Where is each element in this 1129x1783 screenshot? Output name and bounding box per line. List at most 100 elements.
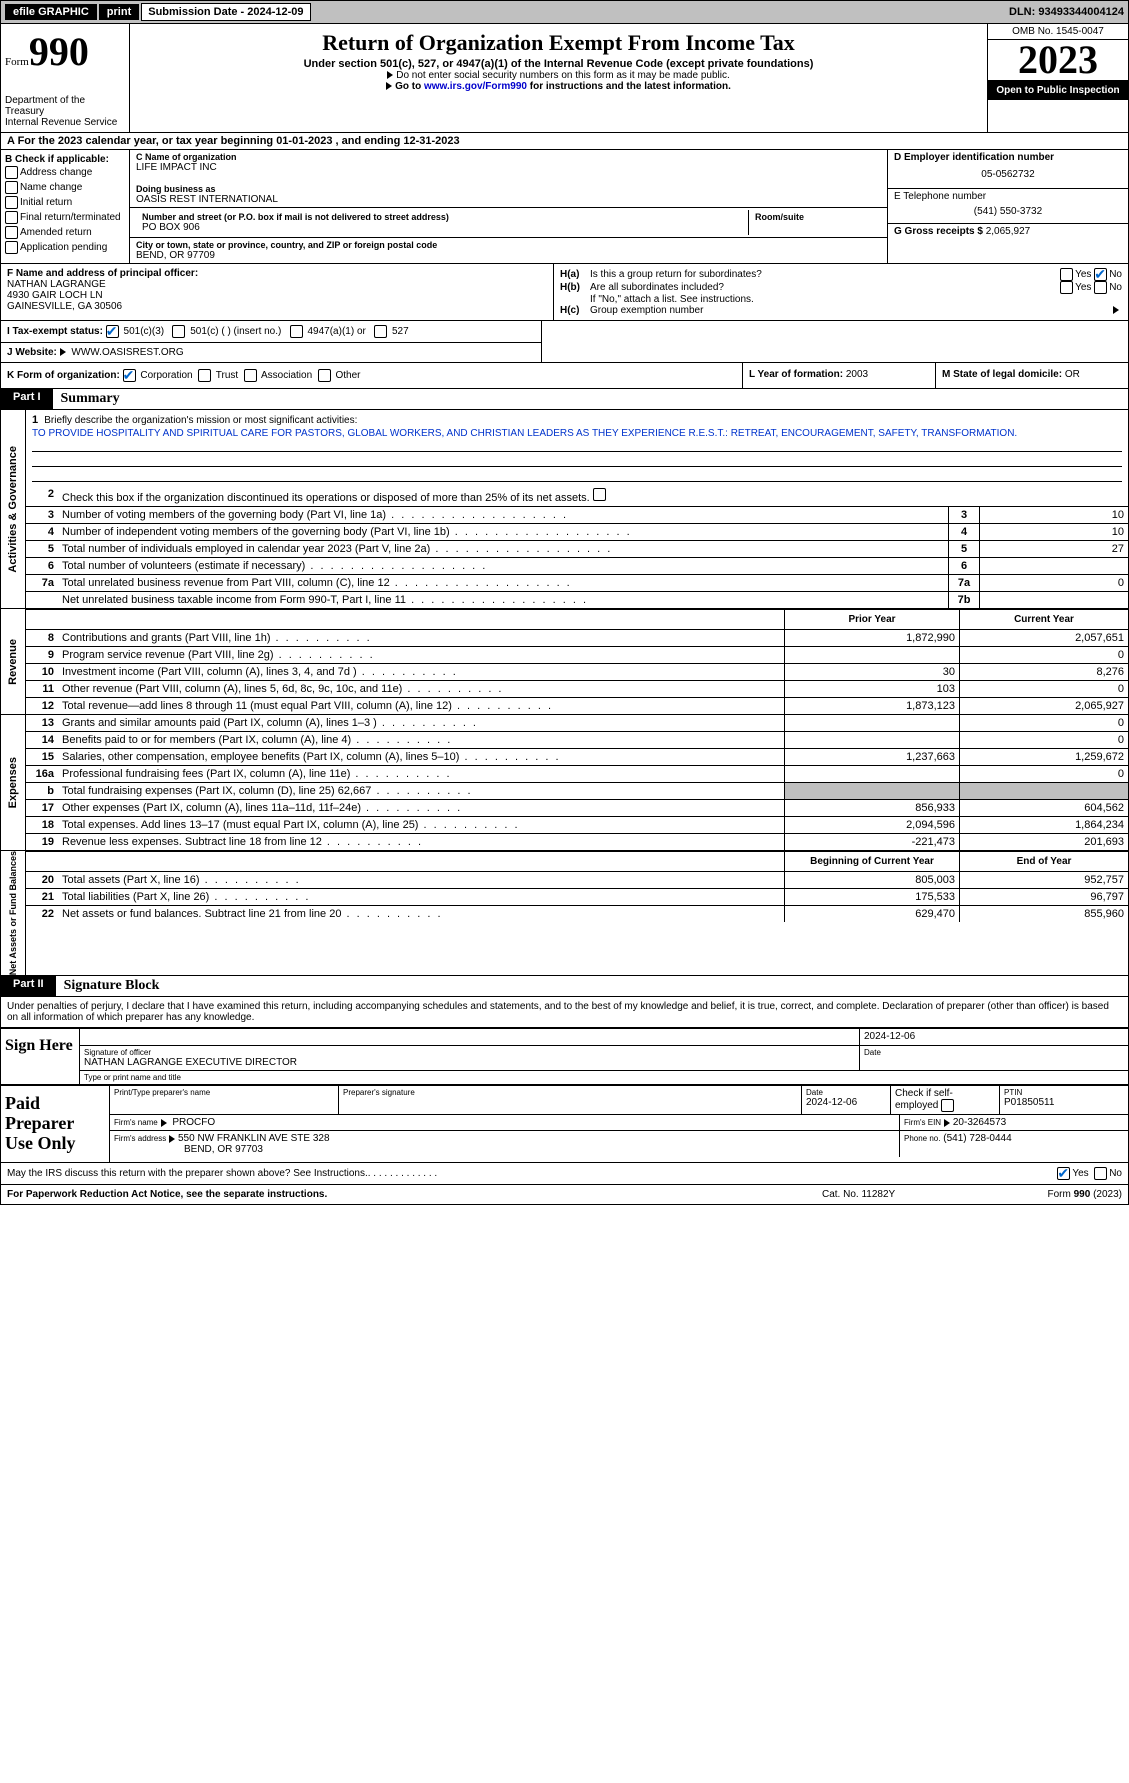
- dept-irs: Internal Revenue Service: [5, 117, 125, 128]
- box-b: B Check if applicable: Address change Na…: [1, 150, 130, 263]
- form-title: Return of Organization Exempt From Incom…: [134, 30, 983, 56]
- form-indicator: Form 990 (2023): [972, 1189, 1122, 1200]
- arrow-icon: [387, 71, 393, 79]
- part-2-header: Part II Signature Block: [0, 976, 1129, 997]
- phone-value: (541) 550-3732: [894, 202, 1122, 221]
- form-header: Form990 Department of the Treasury Inter…: [0, 24, 1129, 133]
- arrow-icon: [60, 348, 66, 356]
- net-row: 20Total assets (Part X, line 16)805,0039…: [26, 871, 1128, 888]
- box-d: D Employer identification number 05-0562…: [887, 150, 1128, 263]
- expense-row: bTotal fundraising expenses (Part IX, co…: [26, 782, 1128, 799]
- check-name-change[interactable]: Name change: [5, 180, 125, 195]
- paperwork-notice: For Paperwork Reduction Act Notice, see …: [7, 1189, 822, 1200]
- check-final-return[interactable]: Final return/terminated: [5, 210, 125, 225]
- officer-name: NATHAN LAGRANGE: [7, 279, 106, 290]
- activities-governance: Activities & Governance 1 Briefly descri…: [0, 410, 1129, 609]
- revenue-row: 10Investment income (Part VIII, column (…: [26, 663, 1128, 680]
- box-l: L Year of formation: 2003: [743, 363, 936, 388]
- sign-date: 2024-12-06: [864, 1031, 1124, 1042]
- q2-checkbox[interactable]: [593, 488, 606, 501]
- firm-addr2: BEND, OR 97703: [184, 1144, 263, 1155]
- officer-addr1: 4930 GAIR LOCH LN: [7, 290, 103, 301]
- tax-4947[interactable]: [290, 325, 303, 338]
- irs-discuss: May the IRS discuss this return with the…: [7, 1168, 368, 1179]
- arrow-icon: [944, 1119, 950, 1127]
- arrow-icon: [161, 1119, 167, 1127]
- form-subtitle-2: Do not enter social security numbers on …: [396, 70, 729, 81]
- net-row: 21Total liabilities (Part X, line 26)175…: [26, 888, 1128, 905]
- dln-label: DLN: 93493344004124: [1009, 6, 1124, 18]
- arrow-icon: [386, 82, 392, 90]
- tax-527[interactable]: [374, 325, 387, 338]
- org-name: LIFE IMPACT INC: [136, 162, 881, 173]
- box-i: I Tax-exempt status: 501(c)(3) 501(c) ( …: [1, 321, 541, 343]
- check-amended-return[interactable]: Amended return: [5, 225, 125, 240]
- expense-row: 17Other expenses (Part IX, column (A), l…: [26, 799, 1128, 816]
- form-subtitle-1: Under section 501(c), 527, or 4947(a)(1)…: [134, 58, 983, 70]
- efile-label: efile GRAPHIC: [5, 4, 97, 20]
- revenue-row: 8Contributions and grants (Part VIII, li…: [26, 629, 1128, 646]
- declaration-text: Under penalties of perjury, I declare th…: [1, 997, 1128, 1027]
- dept-treasury: Department of the Treasury: [5, 95, 125, 117]
- year-formation: 2003: [846, 369, 868, 380]
- box-m: M State of legal domicile: OR: [936, 363, 1128, 388]
- box-c: C Name of organization LIFE IMPACT INC D…: [130, 150, 887, 263]
- firm-phone: (541) 728-0444: [943, 1133, 1011, 1144]
- firm-ein: 20-3264573: [953, 1117, 1006, 1128]
- firm-addr1: 550 NW FRANKLIN AVE STE 328: [178, 1133, 330, 1144]
- box-k: K Form of organization: Corporation Trus…: [1, 363, 743, 388]
- org-corporation[interactable]: [123, 369, 136, 382]
- h-a-yes[interactable]: [1060, 268, 1073, 281]
- revenue-row: 11Other revenue (Part VIII, column (A), …: [26, 680, 1128, 697]
- h-b-no[interactable]: [1094, 281, 1107, 294]
- gross-receipts: 2,065,927: [986, 226, 1031, 237]
- sign-here-label: Sign Here: [1, 1029, 80, 1084]
- submission-date: Submission Date - 2024-12-09: [141, 3, 310, 21]
- check-address-change[interactable]: Address change: [5, 165, 125, 180]
- firm-name: PROCFO: [172, 1117, 215, 1128]
- open-to-public: Open to Public Inspection: [988, 81, 1128, 100]
- ein-value: 05-0562732: [894, 163, 1122, 186]
- row-i-j: I Tax-exempt status: 501(c)(3) 501(c) ( …: [0, 321, 1129, 363]
- preparer-date: 2024-12-06: [806, 1097, 886, 1108]
- org-trust[interactable]: [198, 369, 211, 382]
- expense-row: 19Revenue less expenses. Subtract line 1…: [26, 833, 1128, 850]
- check-initial-return[interactable]: Initial return: [5, 195, 125, 210]
- cat-number: Cat. No. 11282Y: [822, 1189, 972, 1200]
- expense-row: 15Salaries, other compensation, employee…: [26, 748, 1128, 765]
- street-address: PO BOX 906: [142, 222, 742, 233]
- expense-row: 18Total expenses. Add lines 13–17 (must …: [26, 816, 1128, 833]
- arrow-icon: [1113, 306, 1119, 314]
- h-a-no[interactable]: [1094, 268, 1107, 281]
- expense-row: 16aProfessional fundraising fees (Part I…: [26, 765, 1128, 782]
- form-number: Form990: [5, 28, 125, 75]
- summary-row: 7aTotal unrelated business revenue from …: [26, 574, 1128, 591]
- self-employed-check[interactable]: [941, 1099, 954, 1112]
- print-button[interactable]: print: [99, 4, 139, 20]
- h-b-yes[interactable]: [1060, 281, 1073, 294]
- expense-row: 14Benefits paid to or for members (Part …: [26, 731, 1128, 748]
- box-j: J Website: WWW.OASISREST.ORG: [1, 343, 541, 362]
- tax-501c[interactable]: [172, 325, 185, 338]
- box-f: F Name and address of principal officer:…: [1, 264, 554, 320]
- mission-text: TO PROVIDE HOSPITALITY AND SPIRITUAL CAR…: [32, 426, 1122, 452]
- summary-row: 4Number of independent voting members of…: [26, 523, 1128, 540]
- org-association[interactable]: [244, 369, 257, 382]
- net-assets-section: Net Assets or Fund Balances Beginning of…: [0, 851, 1129, 976]
- row-f-h: F Name and address of principal officer:…: [0, 264, 1129, 321]
- irs-link[interactable]: www.irs.gov/Form990: [424, 81, 527, 92]
- page-footer: For Paperwork Reduction Act Notice, see …: [0, 1185, 1129, 1205]
- officer-sig-name: NATHAN LAGRANGE EXECUTIVE DIRECTOR: [84, 1057, 855, 1068]
- section-a: A For the 2023 calendar year, or tax yea…: [0, 133, 1129, 150]
- top-bar: efile GRAPHIC print Submission Date - 20…: [0, 0, 1129, 24]
- revenue-row: 9Program service revenue (Part VIII, lin…: [26, 646, 1128, 663]
- summary-row: 6Total number of volunteers (estimate if…: [26, 557, 1128, 574]
- info-grid: B Check if applicable: Address change Na…: [0, 150, 1129, 264]
- check-application-pending[interactable]: Application pending: [5, 240, 125, 255]
- revenue-row: 12Total revenue—add lines 8 through 11 (…: [26, 697, 1128, 714]
- discuss-no[interactable]: [1094, 1167, 1107, 1180]
- org-other[interactable]: [318, 369, 331, 382]
- summary-row: 3Number of voting members of the governi…: [26, 506, 1128, 523]
- tax-501c3[interactable]: [106, 325, 119, 338]
- discuss-yes[interactable]: [1057, 1167, 1070, 1180]
